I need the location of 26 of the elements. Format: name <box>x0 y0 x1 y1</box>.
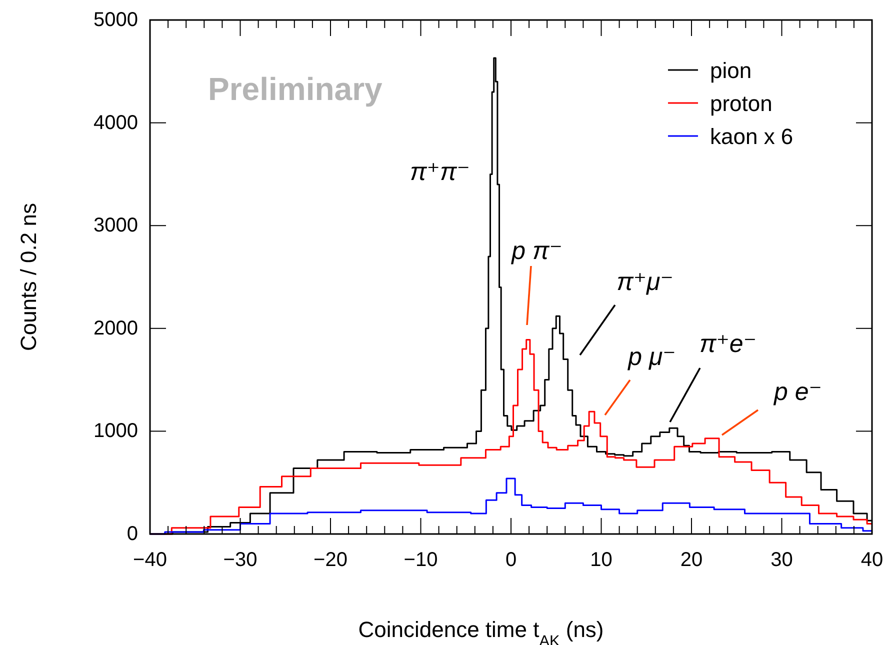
annotation: p π⁻ <box>510 237 562 265</box>
annotation: p μ⁻ <box>627 343 676 371</box>
x-tick-label: −20 <box>314 549 348 571</box>
y-tick-label: 0 <box>126 523 138 545</box>
y-tick-label: 3000 <box>94 214 138 237</box>
y-tick-label: 2000 <box>94 317 138 340</box>
annotation: p e⁻ <box>773 378 822 406</box>
annotation: π⁺e⁻ <box>699 330 757 358</box>
x-tick-label: 20 <box>680 549 703 571</box>
x-tick-label: −10 <box>404 549 438 571</box>
y-tick-label: 1000 <box>94 420 138 442</box>
legend-label: kaon x 6 <box>710 124 794 149</box>
x-tick-label: 30 <box>770 549 793 571</box>
y-tick-label: 5000 <box>94 9 138 31</box>
annotation: π⁺π⁻ <box>410 158 470 186</box>
annotation: Preliminary <box>208 71 383 107</box>
x-tick-label: −30 <box>223 549 258 571</box>
x-tick-label: 10 <box>590 549 612 571</box>
x-tick-label: 40 <box>860 549 884 571</box>
y-axis-title: Counts / 0.2 ns <box>16 203 41 351</box>
x-tick-label: −40 <box>133 549 167 571</box>
legend-label: proton <box>710 91 772 116</box>
annotation: π⁺μ⁻ <box>616 268 674 296</box>
x-tick-label: 0 <box>505 549 517 571</box>
legend-label: pion <box>710 58 752 83</box>
y-tick-label: 4000 <box>94 112 138 134</box>
